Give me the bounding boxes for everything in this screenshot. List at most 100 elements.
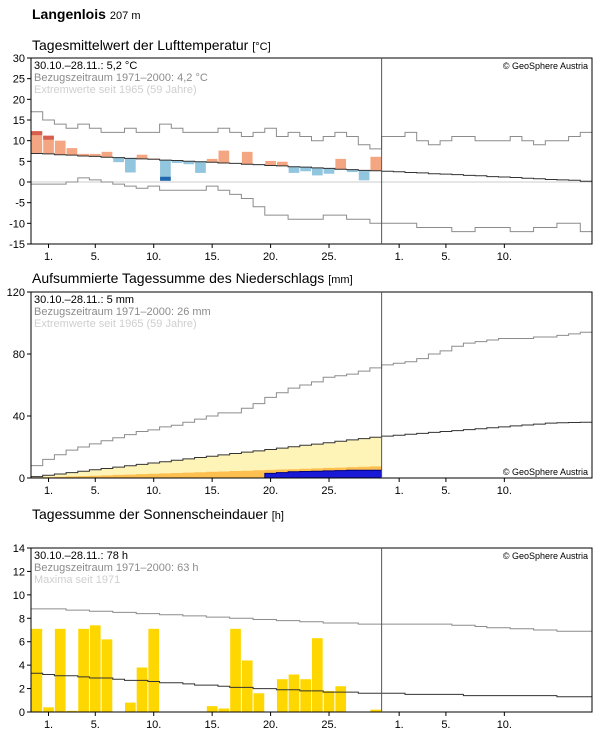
station-header: Langenlois 207 m <box>32 6 140 22</box>
y-tick-label: 5 <box>19 156 25 168</box>
temperature-bar <box>136 154 148 159</box>
y-tick-label: 10 <box>13 590 25 602</box>
sunshine-bar <box>101 639 113 712</box>
temperature-bar <box>43 135 54 154</box>
temperature-bar <box>265 160 276 166</box>
x-tick-label: 25. <box>321 485 336 497</box>
legend-extremes: Extremwerte seit 1965 (59 Jahre) <box>34 84 197 96</box>
station-name: Langenlois <box>32 6 106 22</box>
temperature-bar <box>300 167 311 172</box>
sunshine-bar <box>125 702 136 712</box>
temperature-bar <box>195 161 206 173</box>
x-tick-label: 15. <box>205 719 220 729</box>
sunshine-bar <box>218 708 230 712</box>
sunshine-bar <box>89 625 101 712</box>
plot-frame <box>30 57 593 245</box>
y-tick-label: 40 <box>13 411 25 423</box>
temperature-bar <box>54 140 66 155</box>
temperature-bar <box>323 168 335 174</box>
x-tick-label: 5. <box>441 719 450 729</box>
temperature-bar <box>241 151 253 165</box>
temperature-bar <box>288 166 300 173</box>
y-tick-label: 4 <box>19 660 25 672</box>
temperature-bar-cap <box>31 131 43 136</box>
temperature-bar-cap <box>43 135 54 140</box>
x-tick-label: 5. <box>441 485 450 497</box>
x-tick-label: 5. <box>91 719 100 729</box>
copyright: © GeoSphere Austria <box>503 467 588 477</box>
y-tick-label: 15 <box>13 115 25 127</box>
x-tick-label: 10. <box>146 485 161 497</box>
y-tick-label: -15 <box>9 239 25 251</box>
temperature-bar <box>183 161 195 165</box>
y-tick-label: 0 <box>19 473 25 485</box>
temperature-bar <box>125 158 136 173</box>
legend-extremes: Maxima seit 1971 <box>34 574 120 586</box>
legend-reference: Bezugszeitraum 1971–2000: 63 h <box>34 562 199 574</box>
temperature-unit: [°C] <box>252 41 271 53</box>
sunshine-bar <box>206 706 218 712</box>
sunshine-bar <box>288 674 300 712</box>
sunshine-panel-title: Tagessumme der Sonnenscheindauer [h] <box>32 506 284 522</box>
x-tick-label: 20. <box>263 719 278 729</box>
sunshine-bar <box>54 628 66 712</box>
sunshine-bar <box>300 679 311 712</box>
sunshine-bar <box>66 710 78 712</box>
sunshine-bar <box>312 638 323 712</box>
x-tick-label: 10. <box>497 251 512 263</box>
temperature-bar <box>347 169 358 173</box>
climate-mean-line <box>31 153 592 182</box>
y-tick-label: 12 <box>13 566 25 578</box>
y-tick-label: 0 <box>19 707 25 719</box>
extreme-max-line <box>31 331 592 467</box>
legend-current: 30.10.–28.11.: 5 mm <box>34 294 134 306</box>
x-tick-label: 1. <box>395 251 404 263</box>
copyright: © GeoSphere Austria <box>503 61 588 71</box>
x-tick-label: 10. <box>497 719 512 729</box>
temperature-bar <box>66 148 78 156</box>
sunshine-bar <box>230 628 241 712</box>
sunshine-bar <box>241 660 253 712</box>
y-tick-label: 30 <box>13 53 25 65</box>
temperature-bar <box>171 160 183 163</box>
sunshine-bar <box>370 709 382 712</box>
temperature-bar <box>78 153 89 156</box>
temperature-title: Tagesmittelwert der Lufttemperatur <box>32 37 249 53</box>
x-tick-label: 1. <box>44 719 53 729</box>
plot-frame <box>30 547 593 713</box>
x-tick-label: 10. <box>497 485 512 497</box>
y-tick-label: 80 <box>13 349 25 361</box>
y-tick-label: 14 <box>13 543 25 555</box>
temperature-bar <box>113 157 124 163</box>
climate-mean-line <box>31 421 592 478</box>
extreme-min-line <box>31 177 592 233</box>
y-tick-label: 120 <box>7 287 25 299</box>
temperature-bar <box>31 131 43 154</box>
copyright: © GeoSphere Austria <box>503 551 588 561</box>
temperature-bar <box>89 153 101 157</box>
temperature-bar <box>101 151 113 158</box>
y-tick-label: 2 <box>19 684 25 696</box>
x-tick-label: 10. <box>146 251 161 263</box>
sunshine-unit: [h] <box>271 510 284 522</box>
sunshine-bar <box>136 667 148 712</box>
temperature-bar <box>358 170 370 181</box>
x-tick-label: 1. <box>44 485 53 497</box>
sunshine-bar <box>335 686 347 712</box>
sunshine-bar <box>276 679 288 712</box>
temperature-bar <box>335 158 347 170</box>
x-tick-label: 5. <box>91 485 100 497</box>
sunshine-title: Tagessumme der Sonnenscheindauer <box>32 506 268 522</box>
precipitation-title: Aufsummierte Tagessumme des Niederschlag… <box>32 270 325 286</box>
temperature-panel-title: Tagesmittelwert der Lufttemperatur [°C] <box>32 37 271 53</box>
y-tick-label: 0 <box>19 177 25 189</box>
x-tick-label: 15. <box>205 251 220 263</box>
precipitation-unit: [mm] <box>328 274 353 286</box>
sunshine-bar <box>148 628 160 712</box>
y-tick-label: 6 <box>19 637 25 649</box>
temperature-bar <box>160 160 171 181</box>
y-tick-label: 10 <box>13 136 25 148</box>
y-tick-label: 8 <box>19 613 25 625</box>
y-tick-label: 20 <box>13 94 25 106</box>
